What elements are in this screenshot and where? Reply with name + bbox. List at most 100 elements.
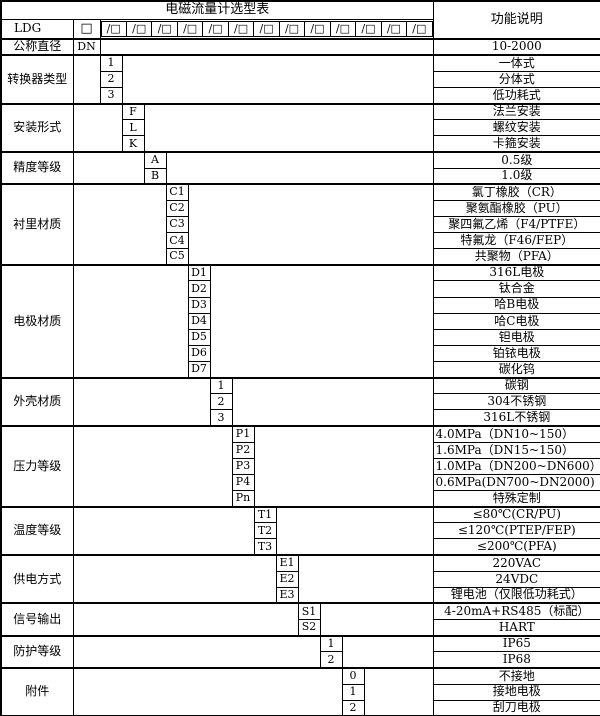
right-spacer-cell (121, 54, 434, 105)
left-spacer-cell (72, 553, 277, 604)
function-column-header: 功能说明 (432, 0, 600, 40)
model-code-slot-box: /□ (406, 21, 433, 38)
code-cell: P3 (231, 457, 255, 475)
function-cell: IP65 (432, 634, 600, 653)
code-cell: 2 (319, 651, 343, 669)
function-cell: 钛合金 (432, 280, 600, 298)
code-cell: D6 (187, 344, 211, 363)
code-cell: C3 (165, 215, 189, 234)
function-cell: 法兰安装 (432, 102, 600, 121)
code-cell: P2 (231, 441, 255, 459)
left-spacer-cell (72, 376, 211, 427)
code-cell: D1 (187, 263, 211, 282)
left-spacer-cell (72, 150, 145, 185)
right-spacer-cell (231, 376, 434, 427)
code-cell: DN (72, 37, 101, 56)
right-spacer-cell (319, 602, 434, 637)
code-cell: C4 (165, 231, 189, 250)
function-cell: 4-20mA+RS485（标配） (432, 602, 600, 621)
left-spacer-cell (72, 102, 123, 153)
right-spacer-cell (143, 102, 434, 153)
code-cell: T3 (253, 538, 277, 556)
code-cell: D2 (187, 280, 211, 298)
code-cell: 1 (319, 634, 343, 653)
function-cell: 10-2000 (432, 37, 600, 56)
function-cell: 分体式 (432, 70, 600, 88)
section-label: 精度等级 (0, 150, 74, 185)
function-cell: 刮刀电极 (432, 699, 600, 716)
function-cell: 螺纹安装 (432, 119, 600, 137)
function-cell: 碳化钨 (432, 360, 600, 379)
code-cell: 1 (99, 54, 123, 72)
section-label: 防护等级 (0, 634, 74, 669)
right-spacer-cell (187, 183, 434, 266)
left-spacer-cell (72, 183, 167, 266)
right-spacer-cell (297, 553, 434, 604)
right-spacer-cell (99, 37, 434, 56)
code-cell: C1 (165, 183, 189, 201)
function-cell: 1.0级 (432, 167, 600, 185)
function-cell: 0.6MPa(DN700~DN2000) (432, 473, 600, 492)
code-cell: A (143, 150, 167, 169)
left-spacer-cell (72, 425, 233, 508)
code-cell: S1 (297, 602, 321, 621)
model-code-slot-box: /□ (125, 21, 153, 38)
left-spacer-cell (72, 602, 299, 637)
function-cell: HART (432, 618, 600, 637)
code-cell: E1 (275, 553, 299, 572)
left-spacer-cell (72, 54, 101, 105)
function-cell: 220VAC (432, 553, 600, 572)
model-code-slot-box: /□ (380, 21, 408, 38)
code-cell: 0 (341, 666, 365, 685)
model-code-slot-box: /□ (202, 21, 229, 38)
function-cell: 304不锈钢 (432, 393, 600, 411)
function-cell: 锂电池（仅限低功耗式） (432, 586, 600, 604)
section-label: 公称直径 (0, 37, 74, 56)
section-label: 转换器类型 (0, 54, 74, 105)
function-cell: 哈B电极 (432, 296, 600, 314)
function-cell: ≤120℃(PTEP/FEP) (432, 522, 600, 540)
left-spacer-cell (72, 666, 343, 716)
function-cell: 聚四氟乙烯（F4/PTFE） (432, 215, 600, 234)
code-cell: 1 (209, 376, 233, 395)
model-code-slot-box: /□ (355, 21, 382, 38)
model-code-slot-box: /□ (227, 21, 255, 38)
code-cell: 2 (341, 699, 365, 716)
code-cell: 2 (209, 393, 233, 411)
function-cell: 共聚物（PFA） (432, 248, 600, 266)
code-cell: Pn (231, 489, 255, 508)
model-code-slot-box: /□ (304, 21, 331, 38)
right-spacer-cell (209, 263, 434, 379)
function-cell: 特氟龙（F46/FEP） (432, 231, 600, 250)
code-cell: 3 (99, 86, 123, 105)
code-cell: 3 (209, 409, 233, 427)
code-cell: 1 (341, 683, 365, 701)
code-cell: P1 (231, 424, 255, 443)
code-cell: C2 (165, 199, 189, 217)
model-code-slot-box: /□ (329, 21, 357, 38)
code-cell: T1 (253, 505, 277, 524)
function-cell: ≤80℃(CR/PU) (432, 505, 600, 524)
code-cell: E3 (275, 586, 299, 604)
section-label: 温度等级 (0, 505, 74, 556)
function-cell: 0.5级 (432, 150, 600, 169)
function-cell: 卡箍安装 (432, 135, 600, 153)
function-cell: 接地电极 (432, 683, 600, 701)
code-cell: B (143, 167, 167, 185)
function-cell: 聚氨酯橡胶（PU） (432, 199, 600, 217)
code-cell: C5 (165, 248, 189, 266)
code-cell: K (121, 135, 145, 153)
code-cell: F (121, 102, 145, 121)
function-cell: 低功耗式 (432, 86, 600, 105)
left-spacer-cell (72, 505, 255, 556)
function-cell: 24VDC (432, 570, 600, 588)
left-spacer-cell (72, 634, 321, 669)
model-base-code-box: □ (72, 18, 101, 40)
model-code-slots: /□/□/□/□/□/□/□/□/□/□/□/□/□ (99, 18, 434, 40)
left-spacer-cell (72, 263, 189, 379)
code-cell: T2 (253, 522, 277, 540)
section-label: 电极材质 (0, 263, 74, 379)
section-label: 信号输出 (0, 602, 74, 637)
